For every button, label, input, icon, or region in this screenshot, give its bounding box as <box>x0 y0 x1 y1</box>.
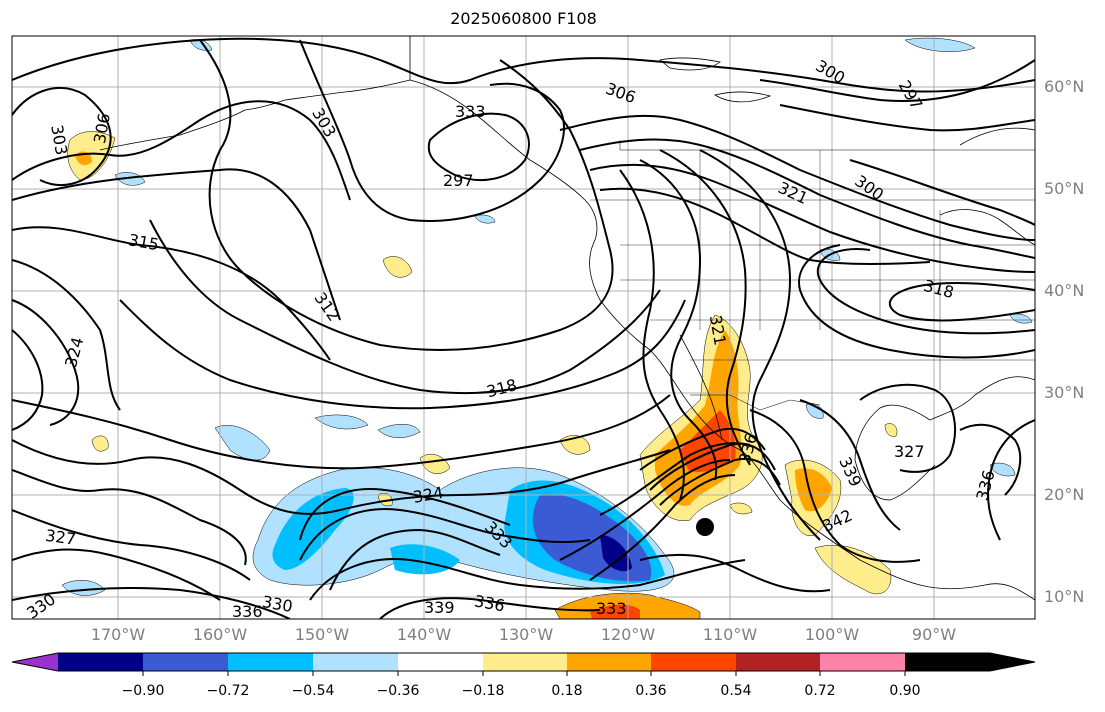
shade-region <box>91 435 109 452</box>
height-contours <box>12 37 1035 619</box>
colorbar-extend-low <box>12 653 58 671</box>
colorbar-tick-label: 0.72 <box>804 683 836 699</box>
colorbar-tick-label: −0.36 <box>376 683 420 699</box>
longitude-label: 100°W <box>804 625 860 644</box>
shade-region <box>114 172 146 186</box>
contour-label: 327 <box>894 442 925 461</box>
contour-label: 333 <box>455 102 486 121</box>
longitude-label: 130°W <box>498 625 554 644</box>
contour-label: 297 <box>443 171 474 190</box>
longitude-label: 110°W <box>702 625 758 644</box>
colorbar-extend-high <box>905 653 1035 671</box>
colorbar-tick-label: −0.54 <box>291 683 335 699</box>
shade-region <box>214 424 271 461</box>
colorbar-tick-label: −0.90 <box>121 683 165 699</box>
longitude-label: 90°W <box>911 625 957 644</box>
latitude-label: 60°N <box>1044 77 1085 96</box>
shade-region <box>382 256 413 278</box>
colorbar-tick-label: −0.18 <box>461 683 505 699</box>
shade-region <box>814 545 892 595</box>
longitude-label: 150°W <box>294 625 350 644</box>
colorbar-tick-label: −0.72 <box>206 683 250 699</box>
shade-region <box>989 462 1016 477</box>
latitude-label: 30°N <box>1044 383 1085 402</box>
shade-region <box>904 37 976 52</box>
shade-region <box>377 424 421 438</box>
latitude-label: 40°N <box>1044 281 1085 300</box>
colorbar-segment <box>736 653 820 671</box>
latitude-label: 10°N <box>1044 587 1085 606</box>
colorbar-tick-label: 0.90 <box>889 683 921 699</box>
colorbar-tick-label: 0.36 <box>635 683 667 699</box>
colorbar-segment <box>58 653 143 671</box>
longitude-label: 170°W <box>90 625 146 644</box>
contour-label: 339 <box>424 598 455 617</box>
shade-region <box>795 468 832 512</box>
longitude-label: 160°W <box>192 625 248 644</box>
shade-region <box>272 488 354 570</box>
map-border <box>11 35 1036 620</box>
longitude-label: 120°W <box>600 625 656 644</box>
contour-label: 333 <box>596 599 627 618</box>
colorbar-segment <box>820 653 905 671</box>
colorbar-segment <box>313 653 398 671</box>
map-area: 303 306 303 297 306 300 297 315 312 321 … <box>12 36 1035 621</box>
map-title: 2025060800 F108 <box>450 9 597 28</box>
colorbar-segment <box>143 653 228 671</box>
location-marker <box>696 518 714 536</box>
longitude-label: 140°W <box>396 625 452 644</box>
colorbar <box>11 652 1036 676</box>
latitude-label: 20°N <box>1044 485 1085 504</box>
shade-region <box>67 131 116 181</box>
colorbar-segment <box>483 653 567 671</box>
shade-region <box>729 502 753 515</box>
colorbar-tick-label: 0.54 <box>720 683 752 699</box>
contour-label: 336 <box>232 602 263 621</box>
shade-region <box>419 453 451 474</box>
shade-region <box>884 423 898 437</box>
shade-region <box>600 535 632 572</box>
colorbar-segment <box>567 653 651 671</box>
latitude-label: 50°N <box>1044 179 1085 198</box>
shade-region <box>314 414 369 430</box>
shade-region <box>474 214 496 224</box>
colorbar-tick-label: 0.18 <box>551 683 583 699</box>
colorbar-segment <box>228 653 313 671</box>
colorbar-outline <box>11 652 1036 672</box>
contour-label: 327 <box>44 526 77 549</box>
colorbar-segment <box>398 653 483 671</box>
colorbar-segment <box>651 653 736 671</box>
